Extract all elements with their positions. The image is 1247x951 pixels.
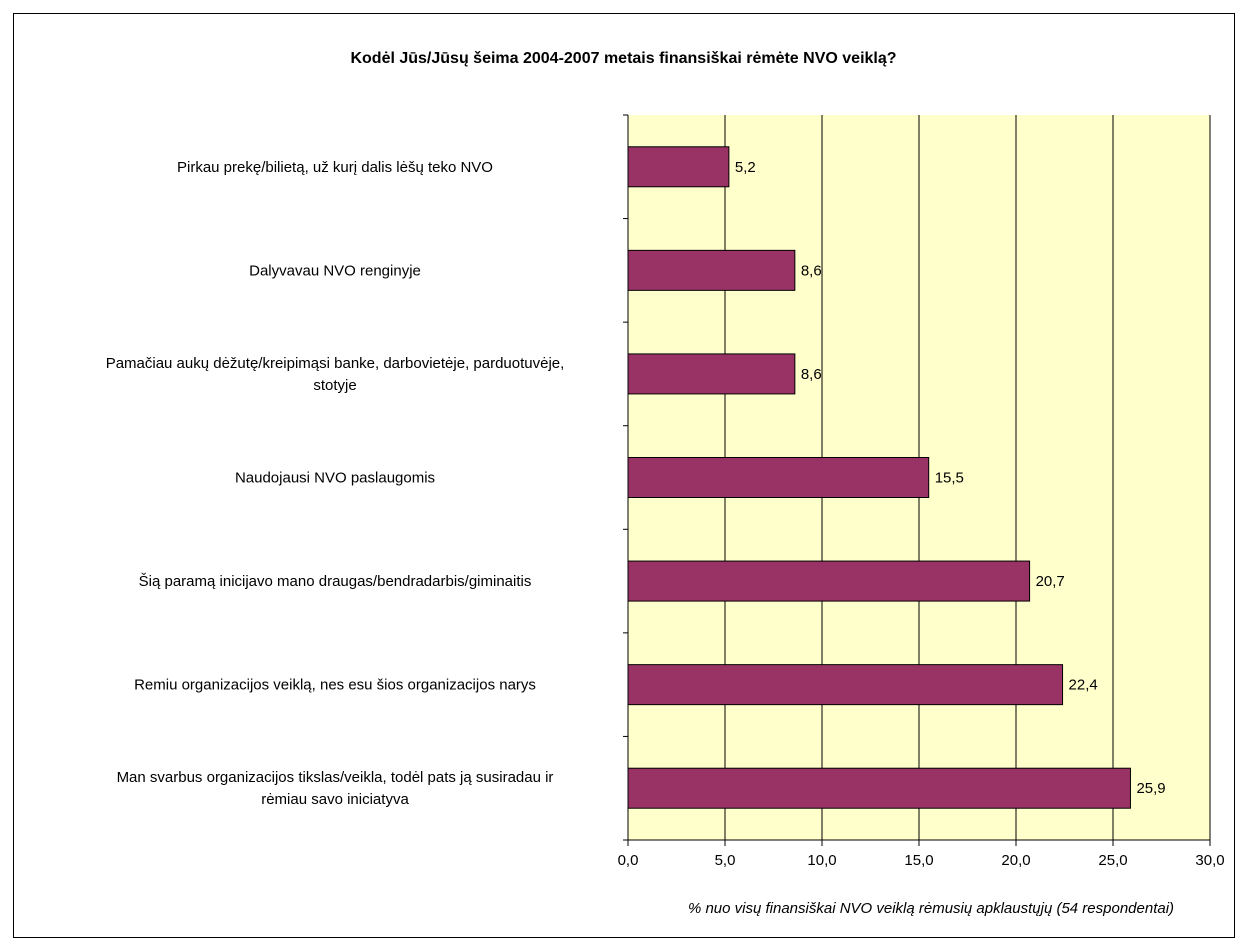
bar <box>627 457 930 498</box>
x-axis-title: % nuo visų finansiškai NVO veiklą rėmusi… <box>688 900 1174 917</box>
category-label-line: Naudojausi NVO paslaugomis <box>235 470 435 487</box>
category-label: Dalyvavau NVO renginyje <box>249 262 421 279</box>
category-label: Remiu organizacijos veiklą, nes esu šios… <box>134 677 536 694</box>
category-label-line: rėmiau savo iniciatyva <box>261 791 409 808</box>
x-tick-label: 5,0 <box>715 852 736 869</box>
category-label: Šią paramą inicijavo mano draugas/bendra… <box>139 573 532 590</box>
x-tick-label: 20,0 <box>1001 852 1030 869</box>
bar <box>627 664 1064 706</box>
category-label-line: Remiu organizacijos veiklą, nes esu šios… <box>134 677 536 694</box>
x-tick-label: 0,0 <box>618 852 639 869</box>
x-tick-label: 15,0 <box>904 852 933 869</box>
category-label: Naudojausi NVO paslaugomis <box>235 470 435 487</box>
category-label-line: Dalyvavau NVO renginyje <box>249 262 421 279</box>
category-label: Pamačiau aukų dėžutę/kreipimąsi banke, d… <box>106 355 565 394</box>
x-tick-label: 25,0 <box>1098 852 1127 869</box>
category-label-line: Man svarbus organizacijos tikslas/veikla… <box>117 769 554 786</box>
category-label: Pirkau prekę/bilietą, už kurį dalis lėšų… <box>177 159 493 176</box>
category-label-line: Pamačiau aukų dėžutę/kreipimąsi banke, d… <box>106 355 565 372</box>
data-label: 5,2 <box>735 159 756 176</box>
data-label: 20,7 <box>1036 573 1065 590</box>
chart-title: Kodėl Jūs/Jūsų šeima 2004-2007 metais fi… <box>350 50 897 67</box>
data-label: 25,9 <box>1136 780 1165 797</box>
bar <box>627 560 1031 602</box>
bar <box>627 249 796 291</box>
x-tick-label: 30,0 <box>1195 852 1224 869</box>
bar <box>627 353 796 395</box>
bar <box>627 767 1131 809</box>
category-label-line: Šią paramą inicijavo mano draugas/bendra… <box>139 573 532 590</box>
x-tick-label: 10,0 <box>807 852 836 869</box>
category-label: Man svarbus organizacijos tikslas/veikla… <box>117 769 554 808</box>
bar <box>627 146 730 188</box>
data-label: 8,6 <box>801 262 822 279</box>
category-label-line: stotyje <box>313 377 356 394</box>
data-label: 22,4 <box>1069 677 1098 694</box>
data-label: 15,5 <box>935 470 964 487</box>
category-label-line: Pirkau prekę/bilietą, už kurį dalis lėšų… <box>177 159 493 176</box>
data-label: 8,6 <box>801 366 822 383</box>
